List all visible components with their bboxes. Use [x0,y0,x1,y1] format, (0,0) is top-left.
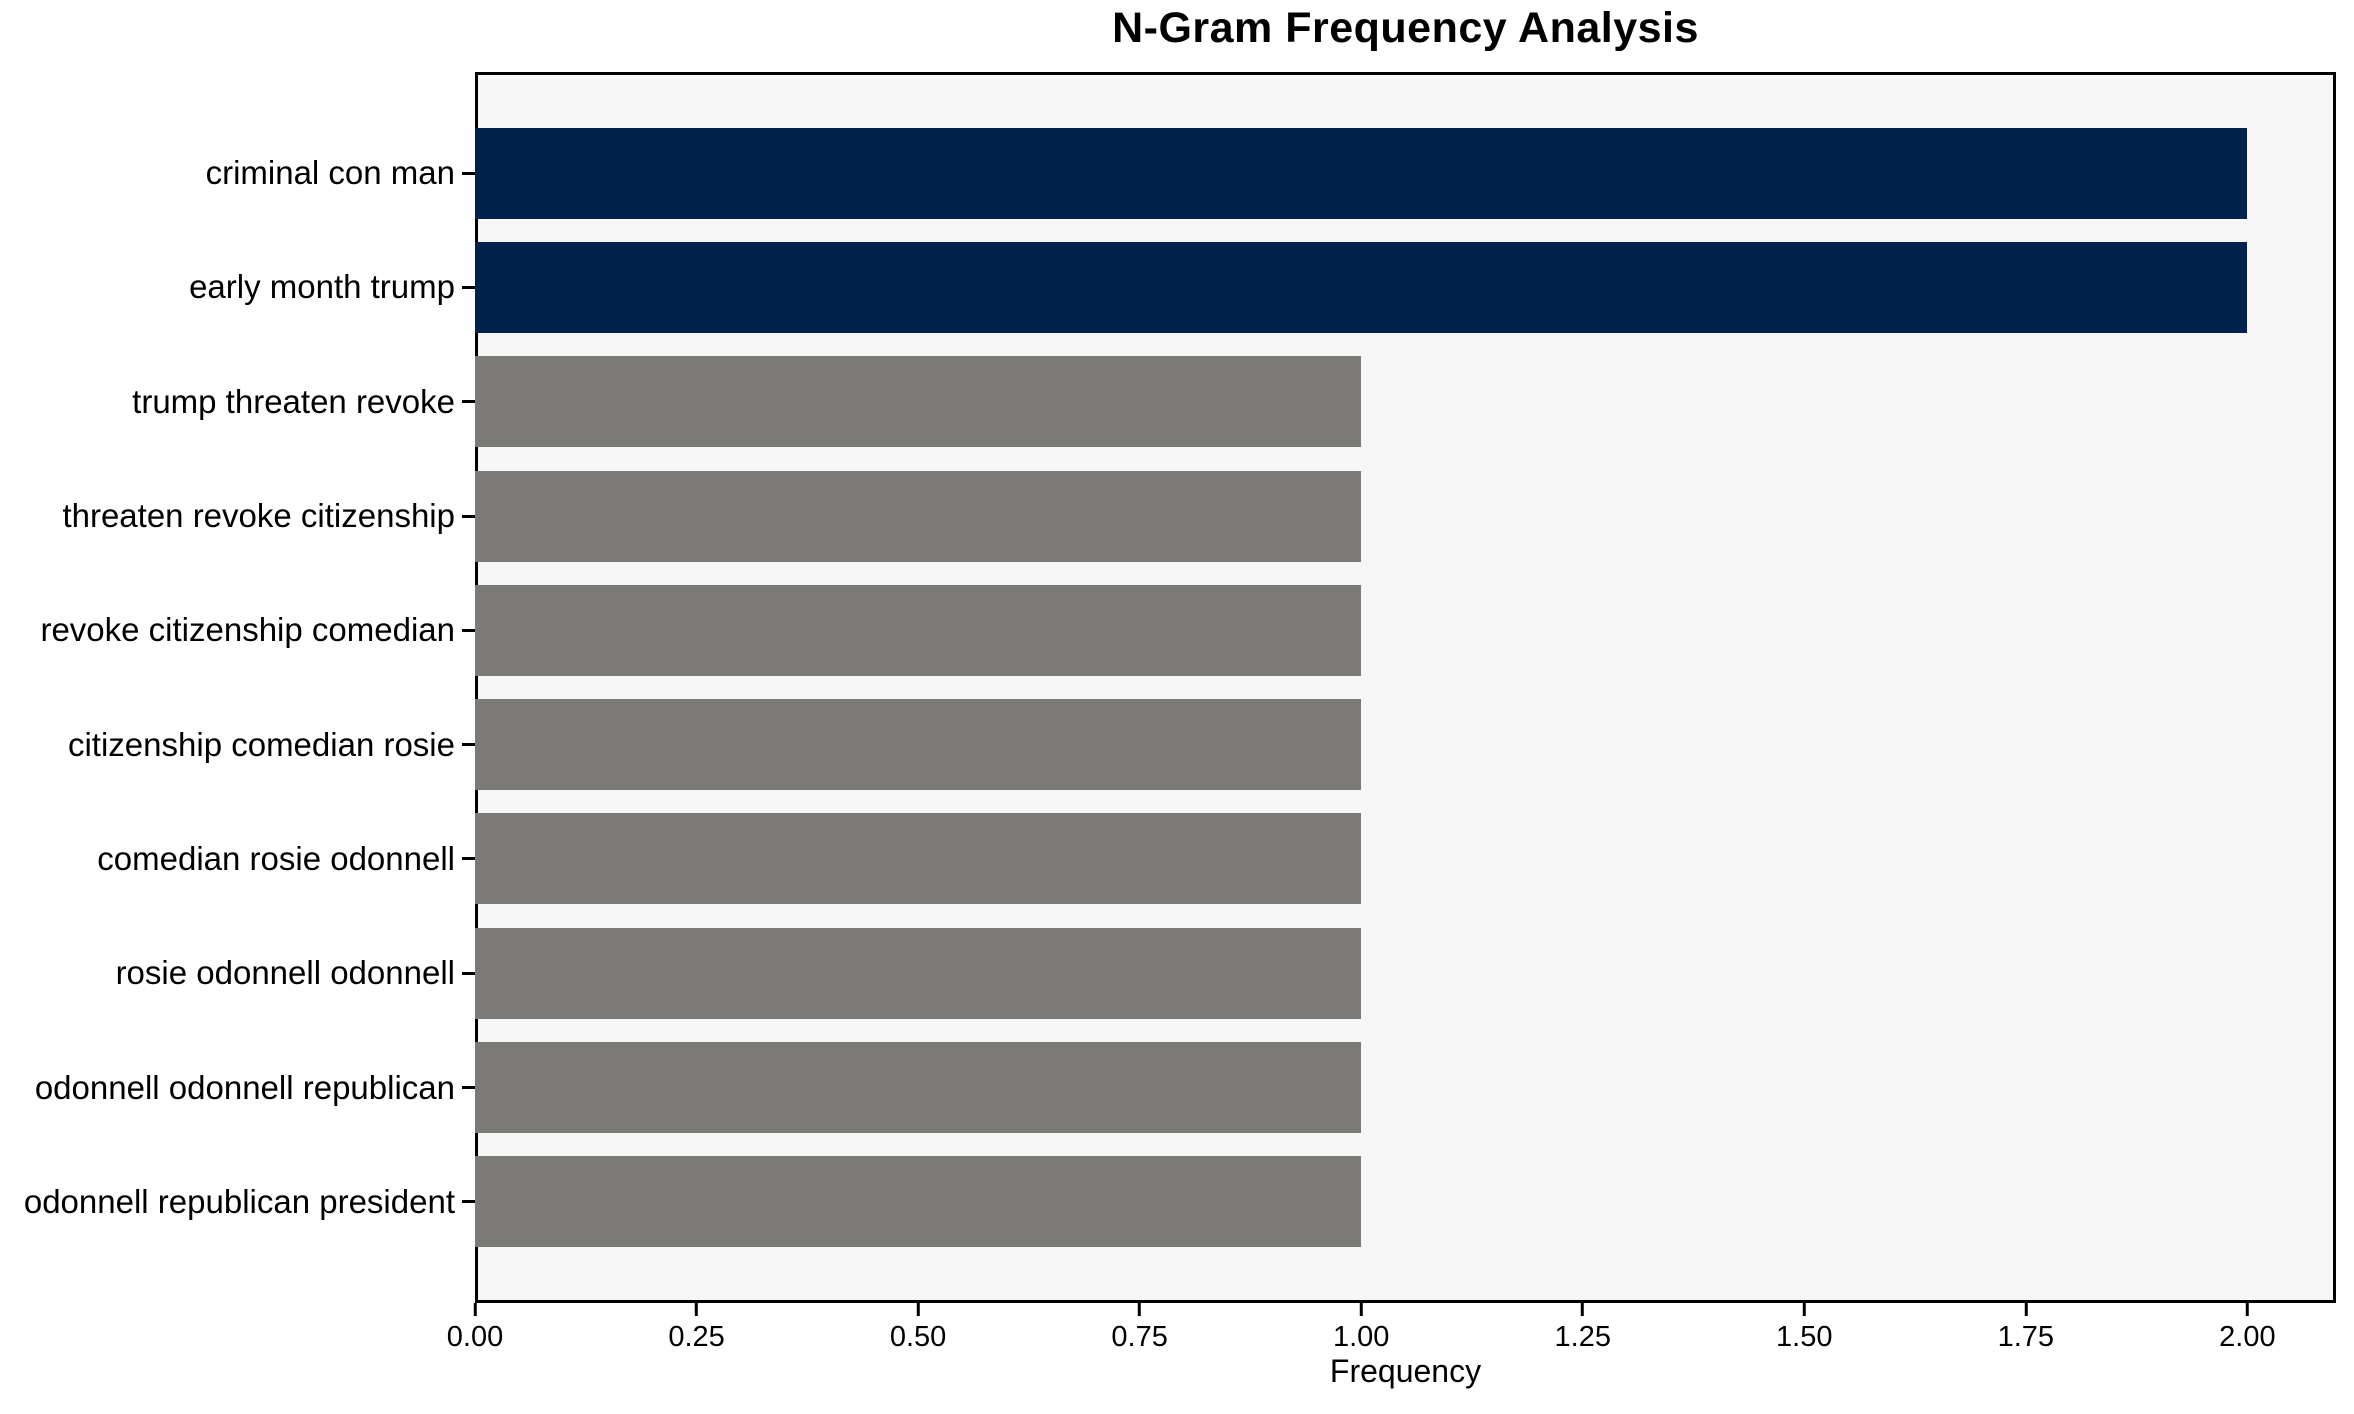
y-tick-mark [462,1086,475,1090]
x-tick-mark [916,1303,920,1316]
bar [475,356,1362,448]
bar-row: criminal con man [0,116,2336,230]
x-tick-label: 0.50 [889,1321,947,1353]
x-tick-label: 1.00 [1332,1321,1390,1353]
x-tick-label: 0.00 [446,1321,504,1353]
x-tick-mark [695,1303,699,1316]
y-tick-label: rosie odonnell odonnell [115,954,455,992]
bar-track [475,1042,2336,1134]
bar-track [475,356,2336,448]
y-tick-label: citizenship comedian rosie [67,725,455,763]
y-label-cell: odonnell odonnell republican [0,1069,475,1107]
bar [475,699,1362,791]
bar-row: revoke citizenship comedian [0,573,2336,687]
x-tick-label: 1.75 [1997,1321,2055,1353]
y-label-cell: revoke citizenship comedian [0,611,475,649]
bar-row: citizenship comedian rosie [0,687,2336,801]
bar [475,241,2248,333]
y-tick-label: odonnell odonnell republican [34,1068,455,1106]
bar [475,1156,1362,1248]
bar-track [475,584,2336,676]
y-tick-mark [462,971,475,975]
y-tick-label: odonnell republican president [23,1182,455,1220]
y-tick-label: early month trump [189,268,455,306]
bar [475,927,1362,1019]
y-label-cell: comedian rosie odonnell [0,840,475,878]
bar-track [475,813,2336,905]
x-tick-label: 1.25 [1554,1321,1611,1353]
x-tick-mark [1581,1303,1585,1316]
y-label-cell: early month trump [0,268,475,306]
x-tick-label: 0.25 [668,1321,725,1353]
y-label-cell: trump threaten revoke [0,383,475,421]
x-axis-title: Frequency [1329,1353,1482,1389]
x-tick-label: 1.50 [1776,1321,1833,1353]
x-tick: 0.25 [668,1303,725,1354]
x-tick-mark [2245,1303,2249,1316]
x-tick: 0.00 [447,1303,503,1354]
x-tick-mark [2024,1303,2028,1316]
bar [475,813,1362,905]
bar [475,470,1362,562]
bar-track [475,470,2336,562]
x-tick-mark [473,1303,477,1316]
y-tick-mark [462,514,475,518]
y-label-cell: rosie odonnell odonnell [0,954,475,992]
y-tick-label: revoke citizenship comedian [40,611,455,649]
bar-row: threaten revoke citizenship [0,459,2336,573]
y-tick-label: trump threaten revoke [132,382,455,420]
x-tick-mark [1138,1303,1142,1316]
y-label-cell: odonnell republican president [0,1183,475,1221]
y-tick-mark [462,400,475,404]
bar-row: odonnell republican president [0,1145,2336,1259]
y-label-cell: criminal con man [0,154,475,192]
bar [475,584,1362,676]
x-tick: 0.75 [1111,1303,1168,1354]
y-tick-mark [462,628,475,632]
x-tick: 1.75 [1998,1303,2054,1354]
y-label-cell: threaten revoke citizenship [0,497,475,535]
bar-rows: criminal con man early month trump trump t… [0,72,2336,1303]
x-tick-label: 2.00 [2219,1321,2276,1353]
x-tick: 0.50 [890,1303,946,1354]
y-tick-mark [462,1200,475,1204]
y-label-cell: citizenship comedian rosie [0,726,475,764]
bar-row: rosie odonnell odonnell [0,916,2336,1030]
x-tick-mark [1802,1303,1806,1316]
bar-track [475,1156,2336,1248]
y-tick-mark [462,857,475,861]
y-tick-mark [462,743,475,747]
bar-row: trump threaten revoke [0,345,2336,459]
y-tick-mark [462,171,475,175]
x-tick: 2.00 [2219,1303,2276,1354]
bar-row: comedian rosie odonnell [0,802,2336,916]
bar-track [475,241,2336,333]
bar-track [475,927,2336,1019]
x-tick: 1.50 [1776,1303,1833,1354]
bar-track [475,699,2336,791]
x-tick-mark [1359,1303,1363,1316]
x-tick: 1.00 [1333,1303,1389,1354]
y-tick-label: comedian rosie odonnell [97,839,455,877]
bar-row: early month trump [0,230,2336,344]
x-tick: 1.25 [1555,1303,1611,1354]
x-tick-label: 0.75 [1111,1321,1168,1353]
y-tick-label: threaten revoke citizenship [62,497,455,535]
bar [475,127,2248,219]
chart-title: N-Gram Frequency Analysis [1112,4,1699,52]
y-tick-label: criminal con man [205,154,455,192]
y-tick-mark [462,285,475,289]
bar [475,1042,1362,1134]
bar-row: odonnell odonnell republican [0,1030,2336,1144]
bar-track [475,127,2336,219]
